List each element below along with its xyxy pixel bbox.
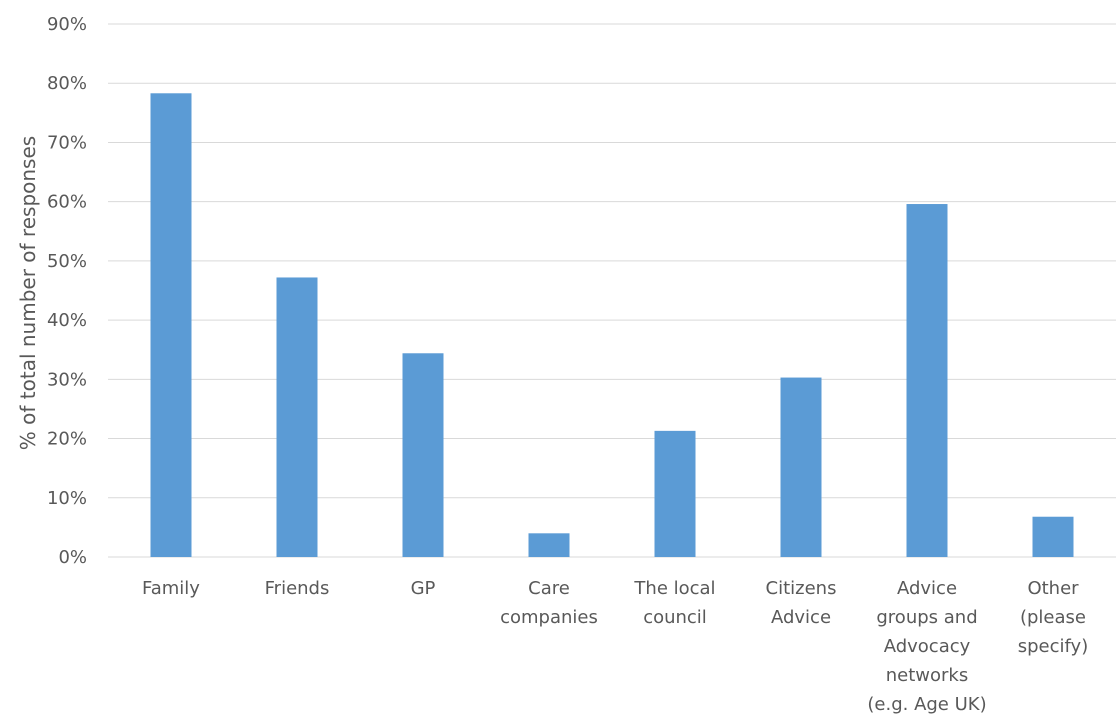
y-tick-label: 30%	[47, 369, 87, 390]
x-category-label: Citizens	[766, 578, 837, 599]
bar	[150, 93, 192, 557]
y-tick-label: 70%	[47, 132, 87, 153]
y-tick-label: 80%	[47, 73, 87, 94]
y-tick-label: 40%	[47, 310, 87, 331]
x-category-label: Advocacy	[884, 636, 971, 657]
y-tick-label: 60%	[47, 192, 87, 213]
y-axis-title: % of total number of responses	[16, 136, 40, 450]
x-axis-category-labels: Family Friends GP Care companies The local cou…	[142, 578, 1088, 715]
y-tick-label: 20%	[47, 429, 87, 450]
x-category-label: Care	[528, 578, 570, 599]
gridlines	[108, 23, 1116, 558]
x-category-label: networks	[886, 665, 968, 686]
x-category-label: council	[643, 607, 707, 628]
x-category-label: GP	[411, 578, 436, 599]
x-category-label: The local	[633, 578, 715, 599]
bars	[150, 93, 1074, 557]
bar	[780, 377, 822, 557]
x-category-label: Other	[1027, 578, 1079, 599]
x-category-label: Advice	[897, 578, 957, 599]
y-tick-label: 10%	[47, 488, 87, 509]
y-tick-label: 0%	[58, 547, 87, 568]
bar	[276, 277, 318, 557]
x-category-label: (e.g. Age UK)	[867, 694, 986, 715]
bar	[906, 204, 948, 557]
bar	[528, 533, 570, 557]
bar	[654, 430, 696, 557]
y-tick-label: 90%	[47, 14, 87, 35]
x-category-label: Friends	[265, 578, 330, 599]
y-tick-label: 50%	[47, 251, 87, 272]
x-category-label: (please	[1020, 607, 1086, 628]
bar	[402, 353, 444, 557]
x-category-label: groups and	[876, 607, 977, 628]
x-category-label: companies	[500, 607, 598, 628]
x-category-label: Advice	[771, 607, 831, 628]
y-axis-tick-labels: 0% 10% 20% 30% 40% 50% 60% 70% 80% 90%	[47, 14, 87, 568]
x-category-label: specify)	[1018, 636, 1088, 657]
bar	[1032, 516, 1074, 557]
x-category-label: Family	[142, 578, 200, 599]
